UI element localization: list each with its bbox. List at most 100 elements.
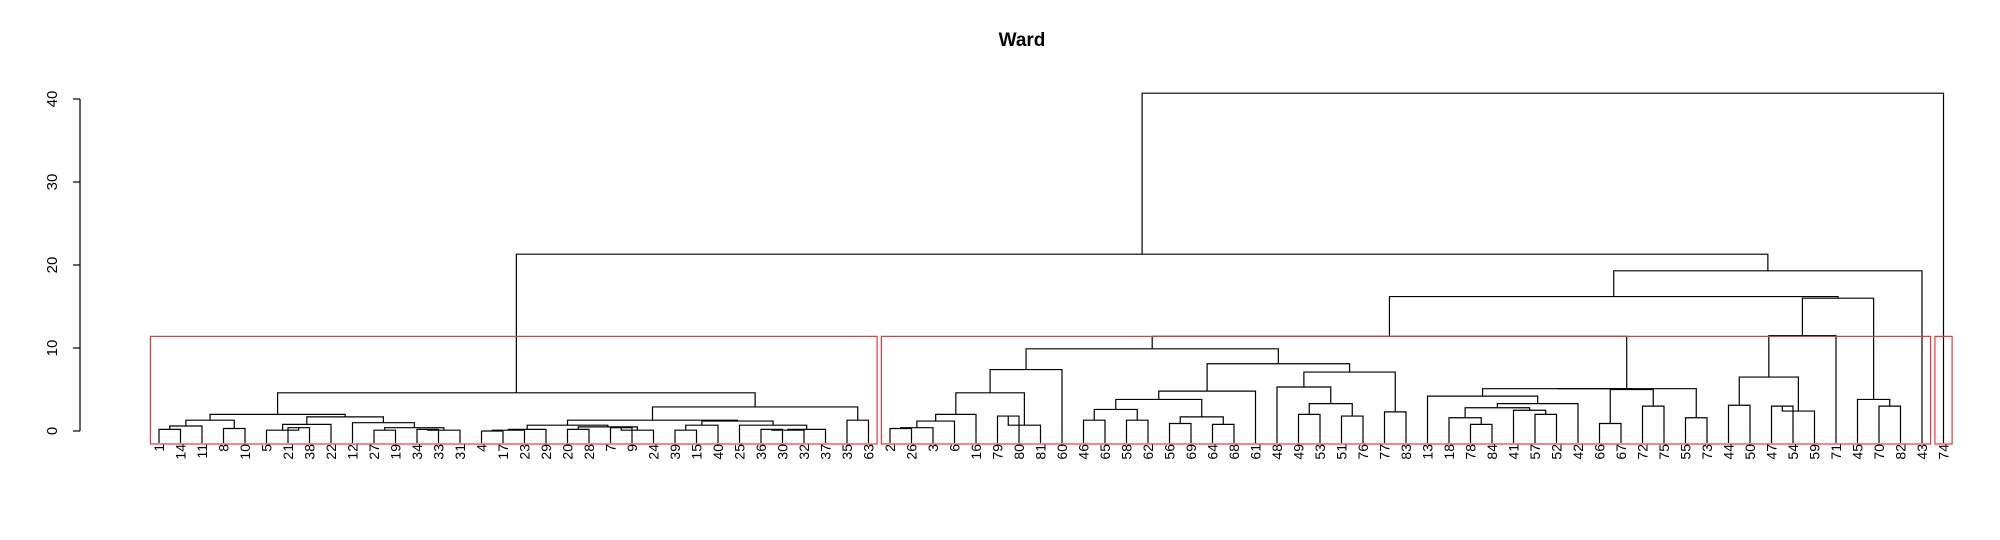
leaf-label: 84 xyxy=(1484,444,1500,460)
leaf-label: 34 xyxy=(409,444,425,460)
leaf-label: 25 xyxy=(732,444,748,460)
leaf-label: 44 xyxy=(1721,444,1737,460)
leaf-label: 32 xyxy=(796,444,812,460)
leaf-label: 58 xyxy=(1119,444,1135,460)
merge-m46 xyxy=(1211,423,1235,431)
merge-m71 xyxy=(1151,335,1628,389)
leaf-label: 75 xyxy=(1656,444,1672,460)
merge-m23 xyxy=(674,429,698,431)
merge-m82 xyxy=(515,253,1769,393)
merge-m83 xyxy=(1141,92,1945,431)
leaf-label: 9 xyxy=(624,444,640,452)
leaf-label: 26 xyxy=(904,444,920,460)
leaf-label: 57 xyxy=(1527,444,1543,460)
leaf-label: 64 xyxy=(1205,444,1221,460)
leaf-label: 73 xyxy=(1699,444,1715,460)
merge-m76 xyxy=(1768,334,1837,431)
cluster-box-1 xyxy=(149,335,878,445)
merge-m1 xyxy=(158,428,182,431)
merge-m37 xyxy=(935,413,977,431)
dendrogram-branches xyxy=(158,92,1945,443)
y-tick-label: 40 xyxy=(44,91,61,108)
leaf-label: 21 xyxy=(280,444,296,460)
leaf-label: 1 xyxy=(151,444,167,452)
merge-m65 xyxy=(1598,422,1622,431)
leaf-label: 29 xyxy=(538,444,554,460)
leaf-label: 38 xyxy=(302,444,318,460)
merge-m48 xyxy=(1115,398,1203,417)
leaf-label: 83 xyxy=(1398,444,1414,460)
leaf-label: 13 xyxy=(1420,444,1436,460)
merge-m57 xyxy=(1025,348,1279,370)
leaf-label: 2 xyxy=(882,444,898,452)
leaf-label: 74 xyxy=(1936,444,1952,460)
chart-title: Ward xyxy=(999,30,1046,51)
merge-m68 xyxy=(1481,388,1633,397)
leaf-label: 51 xyxy=(1334,444,1350,460)
merge-m69 xyxy=(1684,417,1708,431)
y-axis: 0 10 20 30 40 xyxy=(44,91,81,435)
merge-m29 xyxy=(701,420,774,426)
merge-m77 xyxy=(1878,405,1902,431)
leaf-label: 46 xyxy=(1076,444,1092,460)
leaf-label: 14 xyxy=(173,444,189,460)
merge-m51 xyxy=(1340,415,1364,431)
leaf-label: 37 xyxy=(818,444,834,460)
leaf-label: 50 xyxy=(1742,444,1758,460)
leaf-label: 82 xyxy=(1893,444,1909,460)
leaf-labels: 1 14 11 8 10 5 21 38 22 12 27 19 34 33 31 4 17 23 29 20 28 7 9… xyxy=(151,444,1952,460)
leaf-label: 3 xyxy=(925,444,941,452)
merge-m44 xyxy=(1093,408,1138,421)
leaf-label: 7 xyxy=(603,444,619,452)
leaf-label: 36 xyxy=(753,444,769,460)
leaf-label: 81 xyxy=(1033,444,1049,460)
merge-m2 xyxy=(169,425,203,431)
merge-m32 xyxy=(651,406,859,421)
merge-m60 xyxy=(1534,413,1558,431)
leaf-label: 80 xyxy=(1011,444,1027,460)
leaf-label: 62 xyxy=(1140,444,1156,460)
leaf-label: 78 xyxy=(1463,444,1479,460)
leaf-label: 4 xyxy=(474,444,490,452)
merge-m36 xyxy=(916,420,956,431)
merge-m62 xyxy=(1464,407,1531,418)
leaf-label: 61 xyxy=(1248,444,1264,460)
merge-m31 xyxy=(846,419,870,431)
leaf-label: 69 xyxy=(1183,444,1199,460)
merge-m80 xyxy=(1388,295,1839,337)
leaf-label: 30 xyxy=(775,444,791,460)
leaf-label: 49 xyxy=(1291,444,1307,460)
merge-m8 xyxy=(373,429,397,431)
leaf-label: 20 xyxy=(560,444,576,460)
leaf-label: 18 xyxy=(1441,444,1457,460)
leaf-label: 56 xyxy=(1162,444,1178,460)
leaf-label: 43 xyxy=(1914,444,1930,460)
leaf-label: 55 xyxy=(1678,444,1694,460)
merge-m40 xyxy=(955,392,1025,426)
leaf-label: 19 xyxy=(388,444,404,460)
merge-m3 xyxy=(222,427,246,431)
cluster-boxes xyxy=(149,335,1953,445)
leaf-label: 12 xyxy=(345,444,361,460)
leaf-label: 39 xyxy=(667,444,683,460)
leaf-label: 23 xyxy=(517,444,533,460)
leaf-label: 68 xyxy=(1226,444,1242,460)
leaf-label: 60 xyxy=(1054,444,1070,460)
leaf-label: 40 xyxy=(710,444,726,460)
merge-m66 xyxy=(1641,405,1665,431)
leaf-label: 8 xyxy=(216,444,232,452)
cluster-box-2 xyxy=(880,335,1932,445)
merge-m53 xyxy=(1276,386,1332,431)
leaf-label: 77 xyxy=(1377,444,1393,460)
merge-m41 xyxy=(989,368,1063,431)
y-tick-label: 30 xyxy=(44,174,61,191)
leaf-label: 42 xyxy=(1570,444,1586,460)
leaf-label: 72 xyxy=(1635,444,1651,460)
leaf-label: 65 xyxy=(1097,444,1113,460)
leaf-label: 15 xyxy=(689,444,705,460)
merge-m58 xyxy=(1469,423,1493,431)
leaf-label: 31 xyxy=(452,444,468,460)
merge-m78 xyxy=(1856,398,1891,431)
leaf-label: 41 xyxy=(1506,444,1522,460)
